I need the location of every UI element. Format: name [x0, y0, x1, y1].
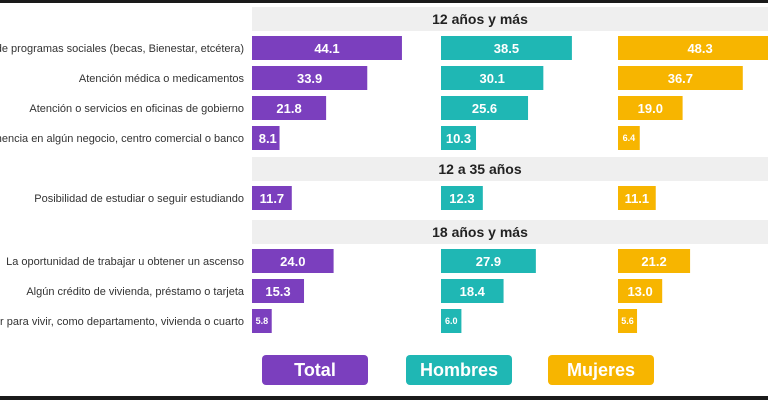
- bar-mujeres-row-2-1: [618, 279, 663, 303]
- data-label: 5.8: [256, 316, 269, 326]
- bar-mujeres-row-1-0: [618, 186, 656, 210]
- bar-total-row-2-2: [252, 309, 272, 333]
- category-label: Atención o servicios en oficinas de gobi…: [29, 103, 244, 115]
- bar-mujeres-row-0-1: [618, 66, 743, 90]
- bar-total-row-2-1: [252, 279, 305, 303]
- bar-hombres-row-2-0: [441, 249, 536, 273]
- bar-mujeres-row-0-0: [618, 36, 768, 60]
- bar-hombres-row-0-1: [441, 66, 544, 90]
- bar-total-row-1-0: [252, 186, 292, 210]
- data-label: 19.0: [638, 101, 663, 116]
- category-label: Algún crédito de vivienda, préstamo o ta…: [26, 286, 245, 298]
- category-label: Atención médica o medicamentos: [79, 73, 245, 85]
- bar-hombres-row-2-2: [441, 309, 462, 333]
- legend-label-mujeres: Mujeres: [567, 360, 635, 380]
- data-label: 12.3: [449, 191, 474, 206]
- group-header-band: [252, 157, 768, 181]
- legend-label-total: Total: [294, 360, 336, 380]
- data-label: 44.1: [314, 41, 339, 56]
- bar-total-row-0-3: [252, 126, 280, 150]
- data-label: 6.0: [445, 316, 458, 326]
- category-label: Apoyos de programas sociales (becas, Bie…: [0, 43, 244, 55]
- group-header-label: 12 a 35 años: [438, 161, 521, 177]
- category-label: La oportunidad de trabajar u obtener un …: [6, 256, 244, 268]
- bar-total-row-0-1: [252, 66, 368, 90]
- data-label: 27.9: [476, 254, 501, 269]
- bottom-border: [0, 396, 768, 400]
- data-label: 15.3: [265, 284, 290, 299]
- legend-swatch-total: [262, 355, 368, 385]
- bar-total-row-2-0: [252, 249, 334, 273]
- data-label: 8.1: [259, 131, 277, 146]
- data-label: 36.7: [668, 71, 693, 86]
- data-label: 5.6: [621, 316, 634, 326]
- group-header-band: [252, 220, 768, 244]
- bar-hombres-row-0-2: [441, 96, 529, 120]
- data-label: 21.8: [276, 101, 301, 116]
- data-label: 24.0: [280, 254, 305, 269]
- category-label: Posibilidad de estudiar o seguir estudia…: [34, 193, 244, 205]
- data-label: 6.4: [623, 133, 636, 143]
- data-label: 13.0: [627, 284, 652, 299]
- top-border: [0, 0, 768, 3]
- bar-mujeres-row-0-2: [618, 96, 683, 120]
- legend-swatch-hombres: [406, 355, 512, 385]
- data-label: 11.7: [260, 191, 285, 206]
- bar-hombres-row-0-3: [441, 126, 477, 150]
- bar-total-row-0-0: [252, 36, 402, 60]
- group-header-label: 18 años y más: [432, 224, 528, 240]
- data-label: 21.2: [641, 254, 666, 269]
- bar-hombres-row-1-0: [441, 186, 483, 210]
- data-label: 30.1: [480, 71, 505, 86]
- data-label: 33.9: [297, 71, 322, 86]
- data-label: 48.3: [687, 41, 712, 56]
- bar-hombres-row-2-1: [441, 279, 504, 303]
- group-header-label: 12 años y más: [432, 11, 528, 27]
- data-label: 11.1: [625, 191, 650, 206]
- category-label: La permanencia en algún negocio, centro …: [0, 133, 244, 145]
- bar-mujeres-row-2-0: [618, 249, 691, 273]
- group-header-band: [252, 7, 768, 31]
- bar-mujeres-row-0-3: [618, 126, 640, 150]
- bar-total-row-0-2: [252, 96, 327, 120]
- legend-label-hombres: Hombres: [420, 360, 498, 380]
- bar-mujeres-row-2-2: [618, 309, 638, 333]
- data-label: 10.3: [446, 131, 471, 146]
- category-label: Un lugar para vivir, como departamento, …: [0, 316, 244, 328]
- data-label: 38.5: [494, 41, 519, 56]
- legend-swatch-mujeres: [548, 355, 654, 385]
- data-label: 25.6: [472, 101, 497, 116]
- bar-hombres-row-0-0: [441, 36, 572, 60]
- data-label: 18.4: [460, 284, 486, 299]
